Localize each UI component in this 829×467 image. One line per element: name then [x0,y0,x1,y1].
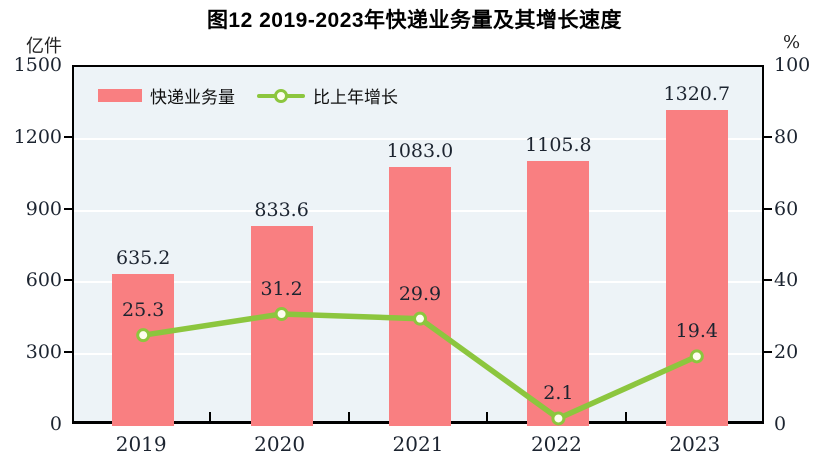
left-axis-tickmark [64,135,72,138]
right-axis-tickmark [764,279,772,282]
gridline [74,137,762,140]
bar-value-label: 635.2 [116,246,171,269]
left-axis-tick-label: 0 [49,413,62,435]
growth-value-label: 29.9 [398,282,442,305]
left-axis-tick-label: 300 [25,341,62,364]
line-legend-label: 比上年增长 [313,88,398,107]
x-axis-inner-tickmark [624,412,627,421]
right-axis-tick-label: 0 [774,413,787,435]
bar-value-label: 1083.0 [386,139,454,162]
plot-area: 635.2 833.6 1083.0 1105.8 1320.7 25.3 31.2 29.9… [72,65,764,426]
bar-2023 [665,109,728,426]
x-axis-label-2019: 2019 [115,432,167,456]
bar-value-label: 1105.8 [525,134,592,157]
right-axis-tickmark [764,207,772,210]
x-axis-inner-tickmark [209,412,212,421]
bar-2022 [527,161,590,426]
x-axis-inner-tickmark [347,412,350,421]
right-axis-tick-label: 20 [774,341,799,364]
left-axis-tick-label: 1500 [13,54,62,76]
growth-value-label: 31.2 [260,277,303,300]
x-axis-inner-tickmark [486,412,489,421]
line-legend-marker-icon [257,88,305,103]
growth-value-label: 2.1 [543,382,574,405]
line-marker-2022 [551,411,566,426]
right-axis-tickmark [764,135,772,138]
right-axis-tick-label: 40 [774,269,799,292]
legend-item-line: 比上年增长 [257,83,398,108]
right-axis-unit-label: % [783,32,801,53]
bar-legend-swatch-icon [98,89,142,102]
bar-2019 [112,273,175,426]
chart-title: 图12 2019-2023年快递业务量及其增长速度 [206,9,623,32]
legend-item-bars: 快递业务量 [98,83,235,108]
growth-value-label: 25.3 [122,299,165,322]
left-axis-tick-label: 1200 [13,125,62,148]
bar-2020 [250,226,313,426]
left-axis-tickmark [64,351,72,354]
growth-value-label: 19.4 [675,320,718,343]
left-axis-tick-label: 600 [25,269,62,292]
bar-legend-label: 快递业务量 [150,88,235,107]
line-marker-2021 [413,311,427,326]
right-axis-tick-label: 60 [774,197,799,220]
right-axis-tick-label: 100 [774,54,811,76]
bar-value-label: 1320.7 [663,82,731,105]
line-marker-2019 [136,328,151,343]
line-marker-2023 [689,349,704,364]
left-axis-tick-label: 900 [25,197,62,220]
line-series-layer [136,306,704,426]
x-axis-label-2020: 2020 [254,432,306,456]
left-axis-unit-label: 亿件 [26,36,62,56]
x-axis-label-2023: 2023 [669,432,721,456]
bar-2021 [389,166,451,426]
x-axis-label-2021: 2021 [392,432,444,456]
right-axis-tick-label: 80 [774,125,799,148]
bar-value-label: 833.6 [254,199,309,222]
left-axis-tickmark [64,279,72,282]
line-marker-2020 [274,306,289,321]
left-axis-tickmark [64,207,72,210]
legend: 快递业务量 比上年增长 [98,83,398,108]
x-axis-label-2022: 2022 [530,432,582,456]
right-axis-tickmark [764,351,772,354]
